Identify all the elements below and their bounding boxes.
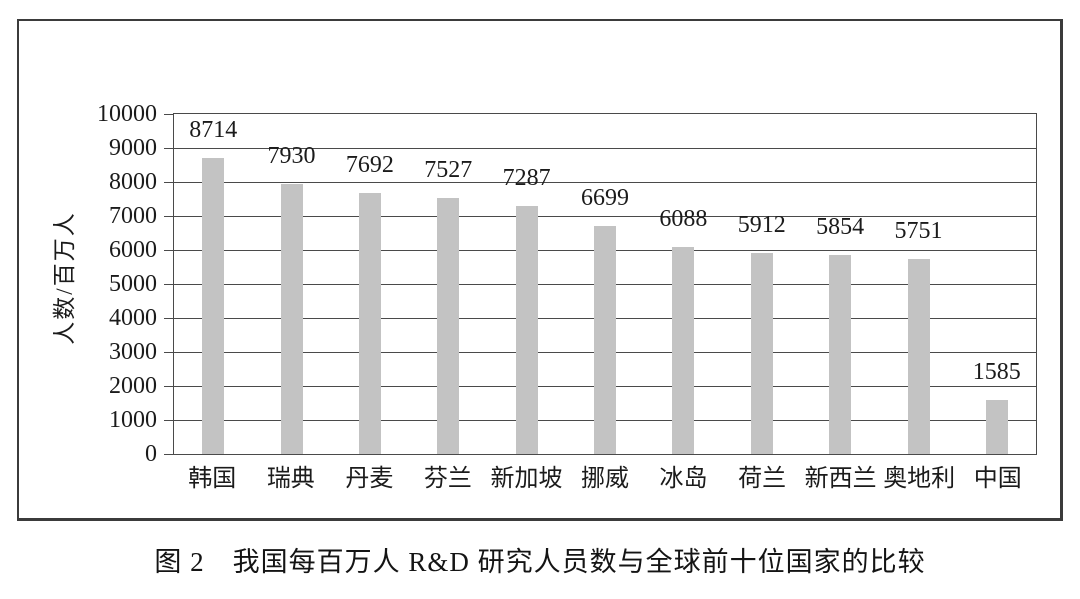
bar-value-label: 8714 bbox=[189, 116, 238, 143]
bar-芬兰 bbox=[437, 198, 460, 454]
bar-value-label: 5751 bbox=[894, 217, 943, 244]
bar-荷兰 bbox=[750, 253, 773, 454]
y-tick-label: 0 bbox=[145, 441, 157, 467]
bar-韩国 bbox=[202, 157, 225, 454]
bar-丹麦 bbox=[358, 192, 381, 454]
y-tick-mark bbox=[164, 318, 173, 319]
y-tick-label: 2000 bbox=[109, 373, 157, 399]
y-tick-mark bbox=[164, 420, 173, 421]
y-tick-label: 3000 bbox=[109, 339, 157, 365]
bar-value-label: 7527 bbox=[424, 157, 473, 184]
gridline bbox=[174, 216, 1036, 217]
bar-value-label: 7692 bbox=[345, 151, 394, 178]
bar-value-label: 7287 bbox=[502, 165, 551, 192]
bar-新西兰 bbox=[829, 255, 852, 454]
y-tick-mark bbox=[164, 352, 173, 353]
y-tick-label: 9000 bbox=[109, 135, 157, 161]
y-tick-label: 5000 bbox=[109, 271, 157, 297]
bar-新加坡 bbox=[515, 206, 538, 454]
bar-中国 bbox=[985, 400, 1008, 454]
bar-value-label: 6088 bbox=[659, 206, 708, 232]
y-tick-label: 8000 bbox=[109, 169, 157, 195]
x-axis-label: 挪威 bbox=[581, 466, 629, 492]
y-tick-mark bbox=[164, 284, 173, 285]
x-axis-label: 新加坡 bbox=[490, 466, 563, 492]
x-axis-label: 韩国 bbox=[188, 466, 237, 492]
bar-value-label: 1585 bbox=[972, 359, 1021, 386]
y-tick-label: 6000 bbox=[109, 237, 157, 263]
chart-frame: 人数/百万人 0 1000 2000 3000 4000 5000 6000 7000 8000… bbox=[17, 19, 1063, 521]
y-tick-label: 7000 bbox=[109, 203, 157, 229]
x-axis-label: 芬兰 bbox=[423, 466, 472, 492]
bar-冰岛 bbox=[672, 247, 695, 454]
x-axis-label: 新西兰 bbox=[804, 466, 877, 492]
x-axis-labels: 韩国 瑞典 丹麦 芬兰 新加坡 挪威 冰岛 荷兰 新西兰 奥地利 中国 bbox=[173, 465, 1037, 493]
y-tick-label: 10000 bbox=[97, 101, 157, 127]
x-axis-label: 奥地利 bbox=[883, 466, 956, 492]
y-tick-mark bbox=[164, 386, 173, 387]
y-tick-mark bbox=[164, 148, 173, 149]
bar-value-label: 6699 bbox=[581, 185, 629, 212]
y-tick-mark bbox=[164, 182, 173, 183]
y-tick-label: 4000 bbox=[109, 305, 157, 331]
bar-value-label: 7930 bbox=[267, 143, 316, 170]
bar-瑞典 bbox=[280, 184, 303, 454]
x-axis-label: 中国 bbox=[973, 466, 1022, 492]
x-axis-label: 冰岛 bbox=[659, 466, 708, 492]
bar-奥地利 bbox=[907, 258, 930, 454]
y-tick-mark bbox=[164, 250, 173, 251]
y-tick-mark bbox=[164, 454, 173, 455]
x-axis-label: 丹麦 bbox=[345, 466, 394, 492]
bar-挪威 bbox=[594, 226, 616, 454]
figure-caption: 图 2 我国每百万人 R&D 研究人员数与全球前十位国家的比较 bbox=[154, 547, 926, 577]
gridline bbox=[174, 182, 1036, 183]
gridline bbox=[174, 148, 1036, 149]
x-axis-label: 瑞典 bbox=[266, 466, 315, 492]
y-tick-mark bbox=[164, 114, 173, 115]
y-tick-label: 1000 bbox=[109, 407, 157, 433]
bar-value-label: 5912 bbox=[737, 212, 786, 238]
y-tick-mark bbox=[164, 216, 173, 217]
plot-area: 8714 7930 7692 7527 7287 6699 6088 5912 5854 5751… bbox=[173, 113, 1037, 455]
bar-value-label: 5854 bbox=[816, 214, 865, 240]
x-axis-label: 荷兰 bbox=[738, 466, 787, 492]
